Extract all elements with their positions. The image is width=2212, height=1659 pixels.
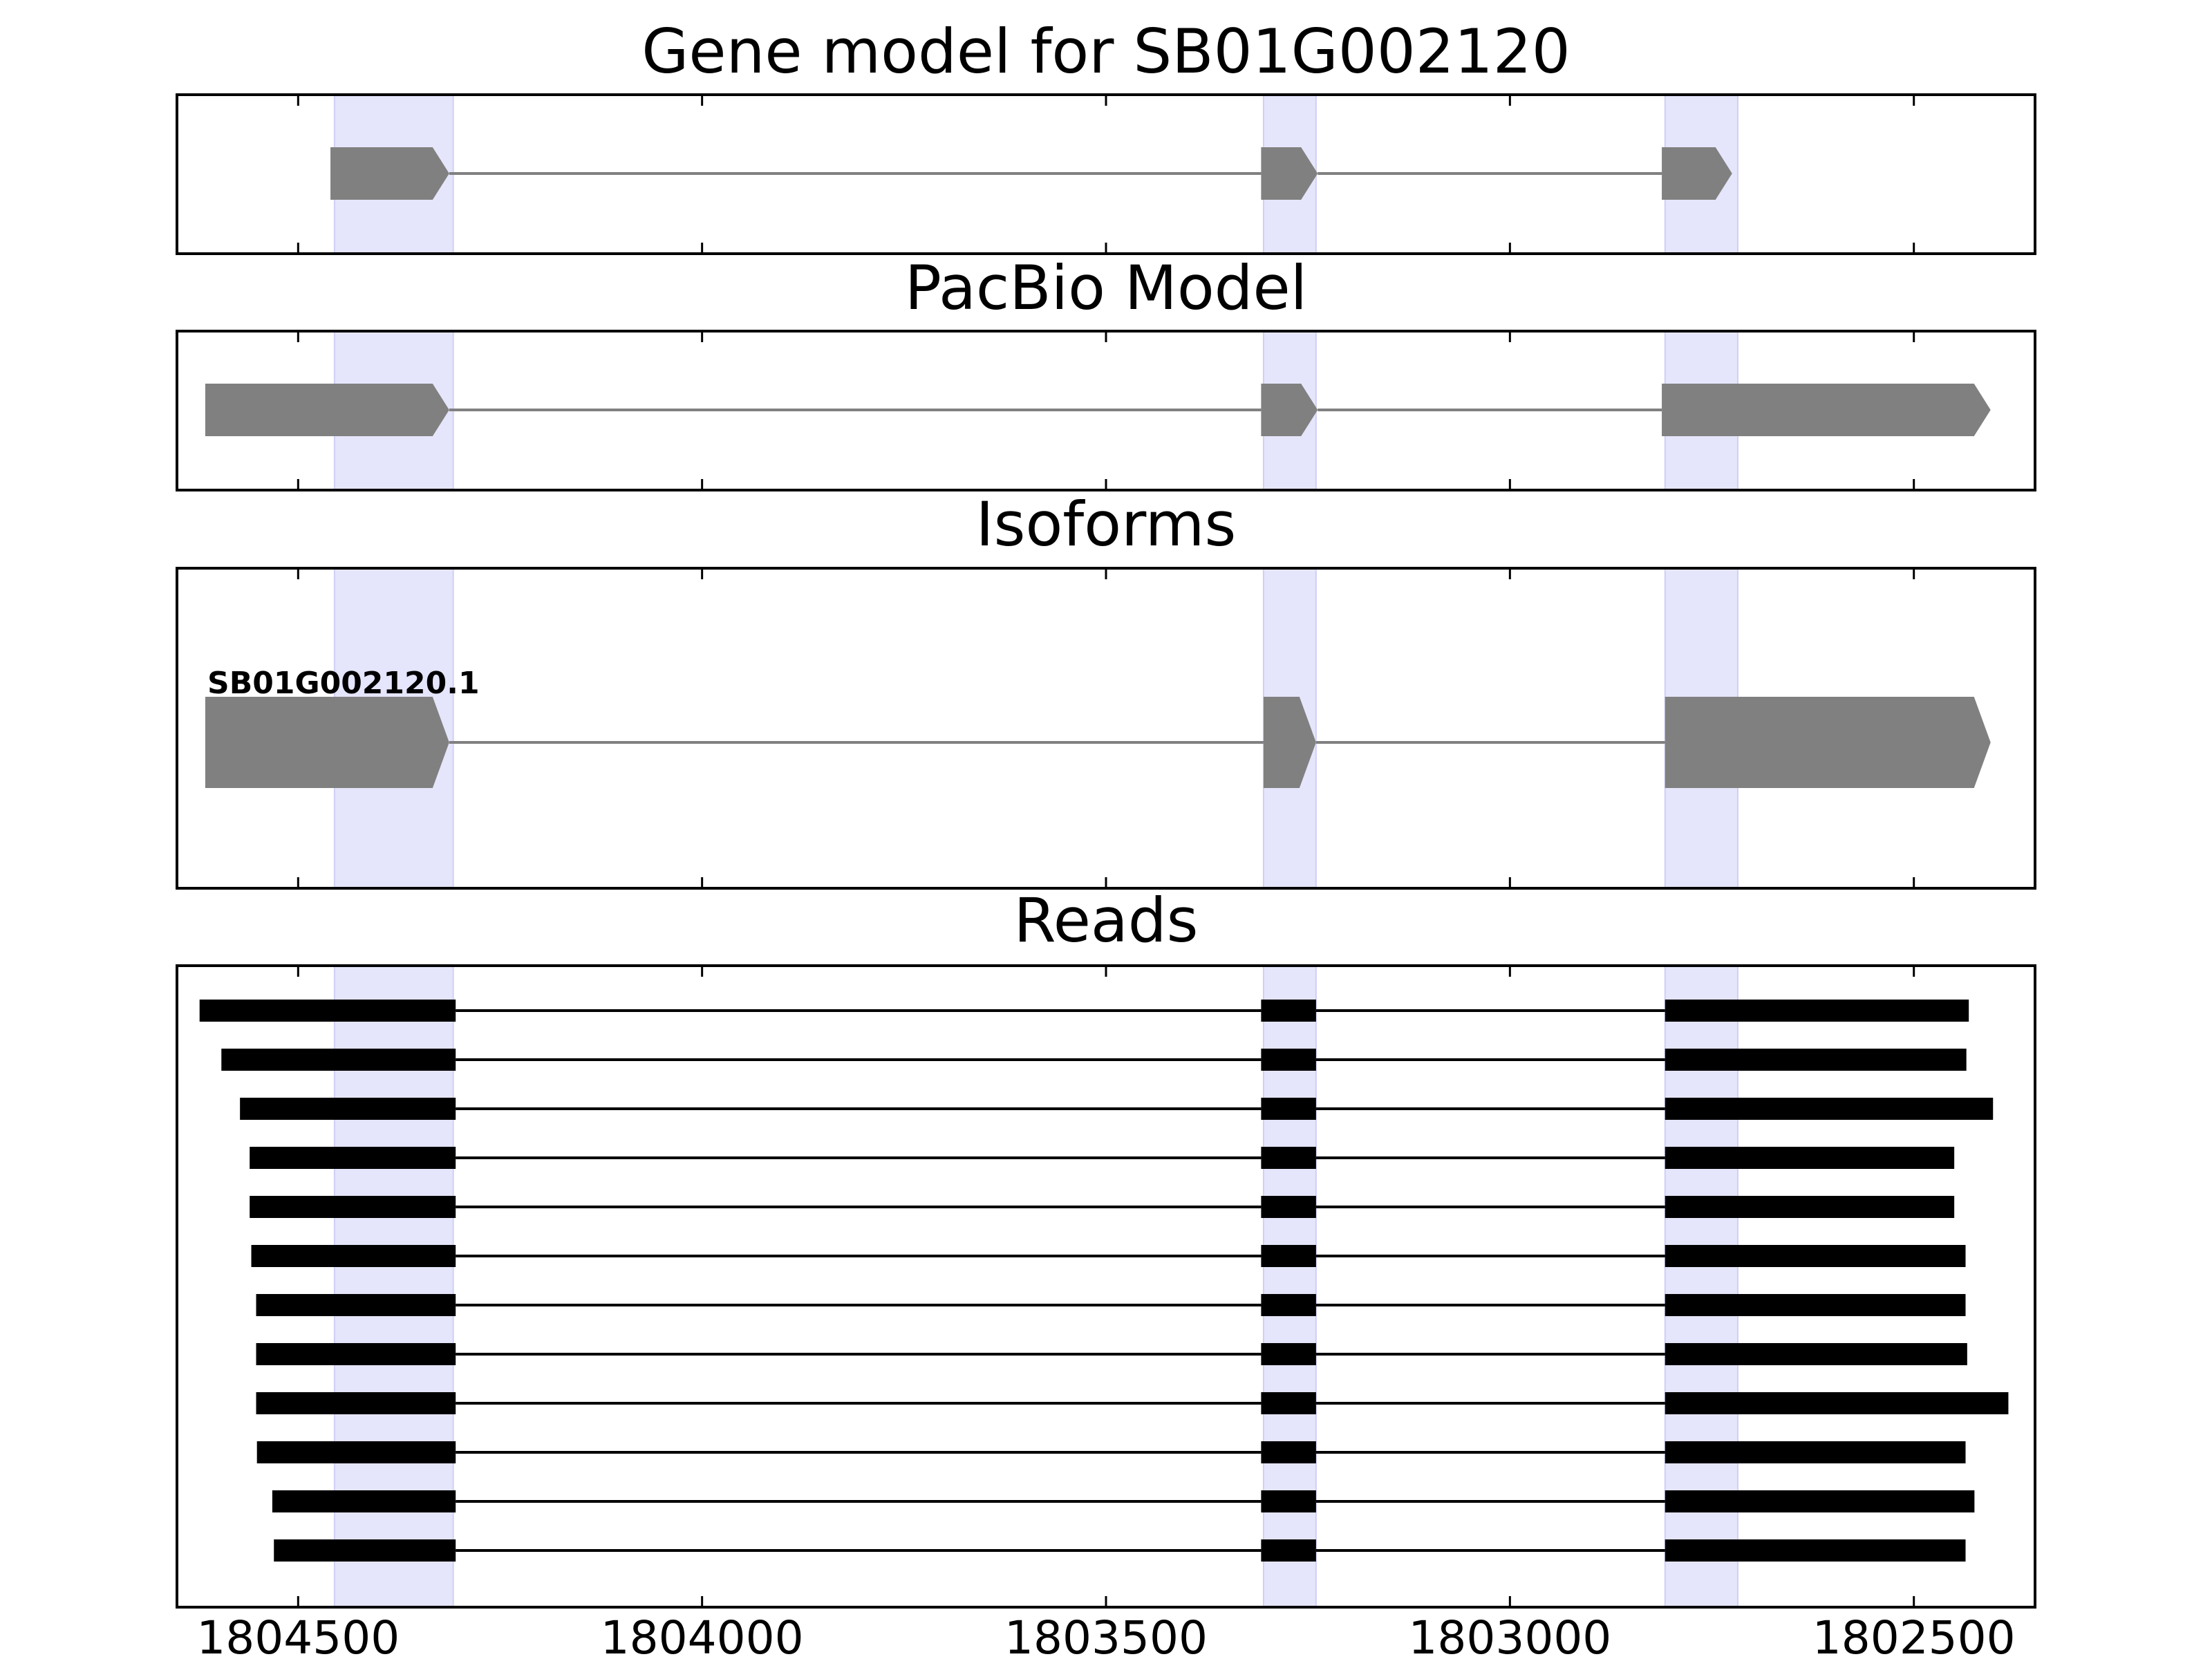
tick-marks [297,568,1915,888]
read-8 [256,1343,1967,1365]
read-block [250,1147,456,1169]
exon-block [1665,697,1991,788]
exon-block [330,147,449,200]
read-11 [272,1490,1975,1512]
read-block [1665,1147,1955,1169]
read-block [1261,1147,1316,1169]
reads-panel: Reads [176,885,2036,1609]
read-block [1665,1196,1955,1218]
read-2 [221,1049,1967,1071]
exon-block [1662,384,1991,436]
x-tick-label: 1803500 [1004,1611,1208,1659]
gene-model-title: Gene model for SB01G002120 [641,16,1571,87]
x-tick-label: 1804500 [196,1611,400,1659]
pacbio-model-panel: PacBio Model [176,252,2036,491]
gene-model-panel: Gene model for SB01G002120 [176,16,2036,255]
read-block [1261,1392,1316,1414]
read-block [251,1245,456,1267]
tick-marks [297,331,1915,490]
read-block [1665,1490,1975,1512]
read-block [1665,1392,2009,1414]
read-1 [199,1000,1969,1022]
reads-title: Reads [1014,885,1199,956]
read-block [1261,1294,1316,1316]
exon-block [205,384,449,436]
read-block [1261,1049,1316,1071]
read-block [1665,1441,1966,1463]
read-block [1665,1245,1966,1267]
transcript-track [205,384,1991,436]
read-block [1261,1441,1316,1463]
read-block [1261,1000,1316,1022]
read-block [1261,1539,1316,1562]
read-block [1261,1196,1316,1218]
isoforms-panel: Isoforms SB01G002120.1 [176,489,2036,890]
exon-block [1261,147,1318,200]
x-tick-label: 1803000 [1408,1611,1611,1659]
exon-block [1662,147,1732,200]
tick-marks [297,95,1915,254]
isoform-label: SB01G002120.1 [207,666,480,701]
read-block [256,1343,456,1365]
read-block [1665,1294,1966,1316]
read-block [240,1098,456,1120]
read-12 [274,1539,1966,1562]
exon-block [205,697,449,788]
read-block [1261,1098,1316,1120]
read-block [1261,1245,1316,1267]
pacbio-model-title: PacBio Model [905,252,1307,324]
exon-block [1261,384,1318,436]
read-block [199,1000,456,1022]
read-block [272,1490,456,1512]
isoforms-title: Isoforms [976,489,1237,560]
exon-block [1263,697,1316,788]
transcript-track [205,697,1991,788]
read-block [1665,1049,1967,1071]
read-3 [240,1098,1994,1120]
read-block [274,1539,456,1562]
read-5 [250,1196,1955,1218]
x-tick-label: 1802500 [1812,1611,2016,1659]
read-block [1665,1000,1969,1022]
read-block [250,1196,456,1218]
x-tick-label: 1804000 [601,1611,804,1659]
read-4 [250,1147,1955,1169]
read-block [256,1441,456,1463]
read-block [1261,1490,1316,1512]
read-block [1665,1343,1967,1365]
read-block [221,1049,456,1071]
read-10 [256,1441,1966,1463]
read-9 [256,1392,2009,1414]
read-block [1261,1343,1316,1365]
tick-marks [297,966,1915,1607]
read-block [1665,1539,1966,1562]
read-6 [251,1245,1966,1267]
read-block [256,1294,456,1316]
read-block [1665,1098,1994,1120]
read-block [256,1392,456,1414]
x-axis: 1804500 1804000 1803500 1803000 1802500 [196,1611,2015,1659]
transcript-track [330,147,1732,200]
read-7 [256,1294,1966,1316]
